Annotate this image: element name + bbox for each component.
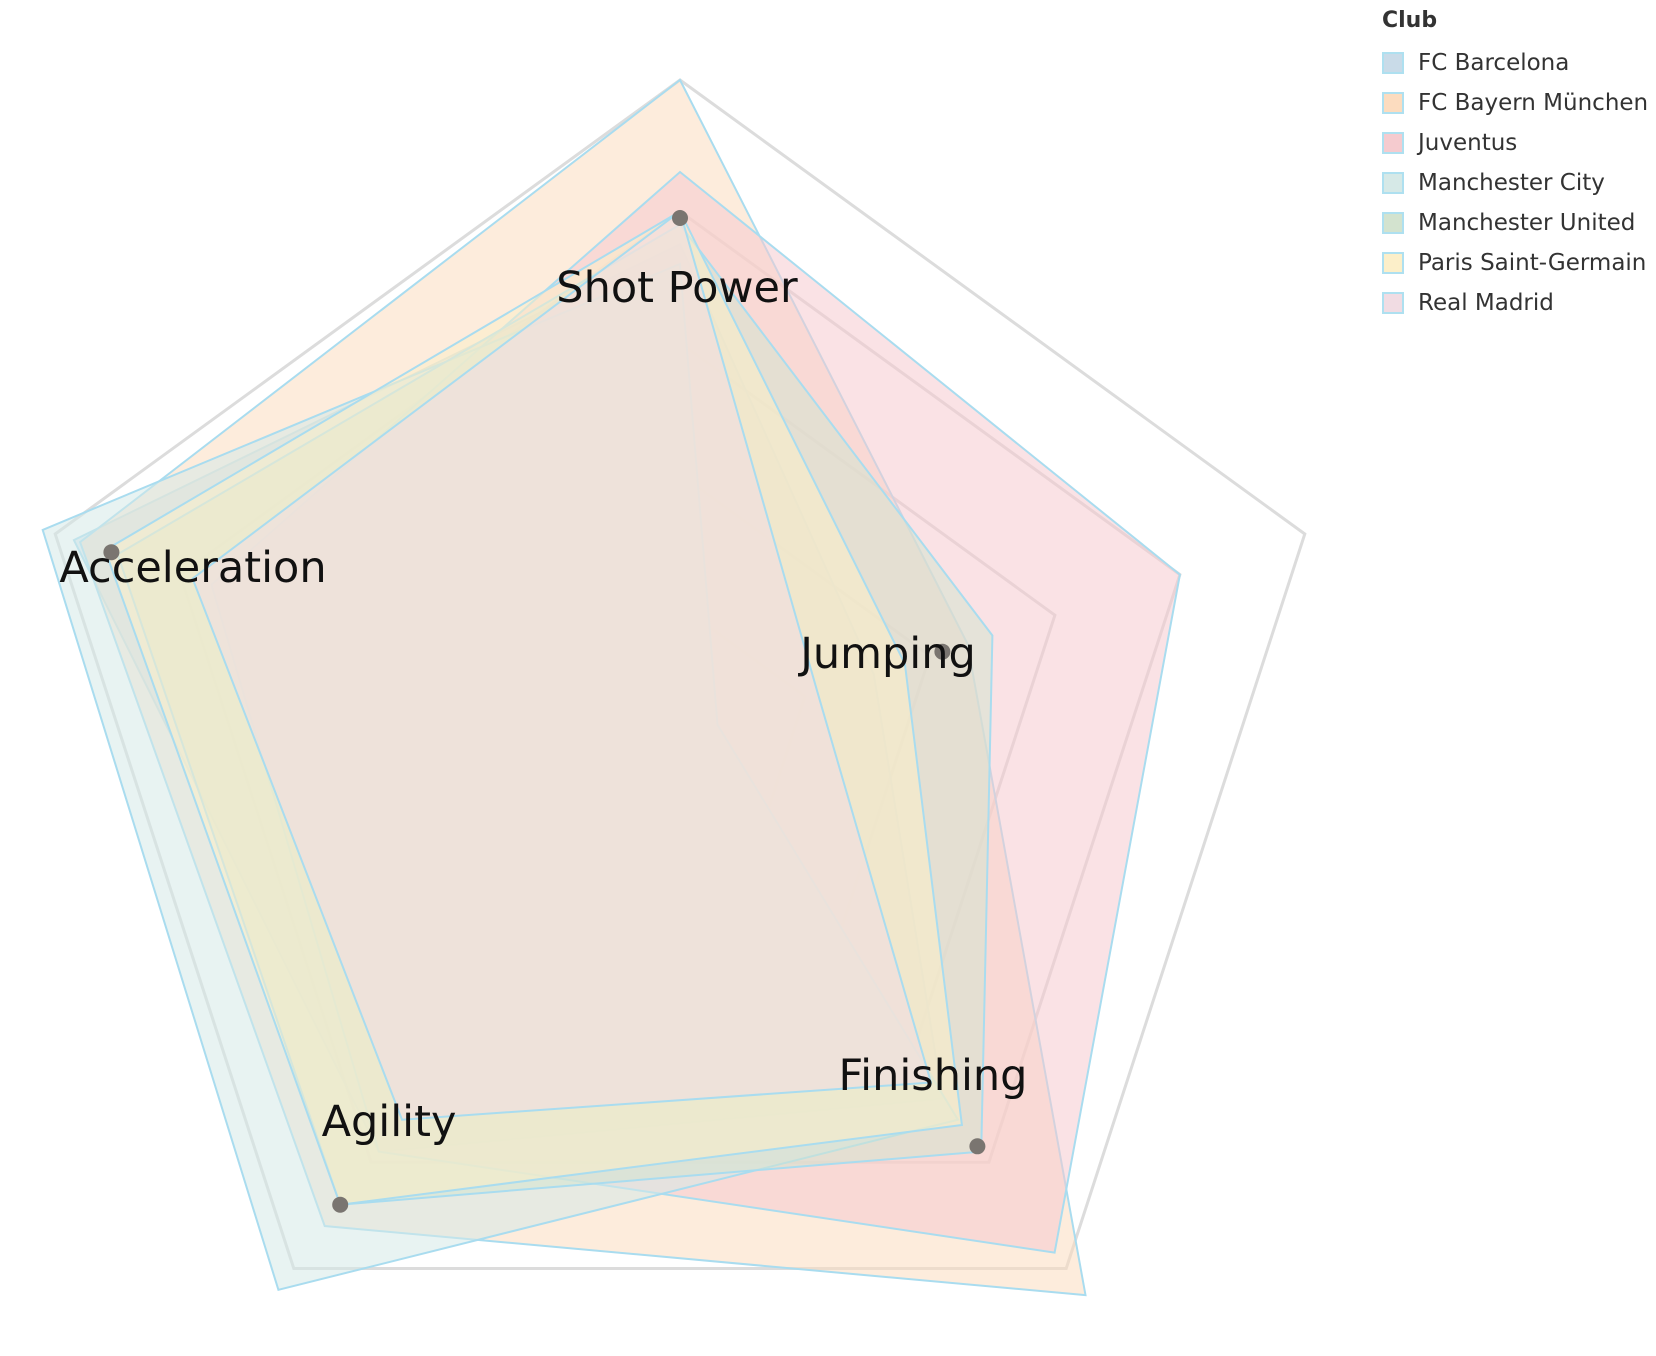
legend-item-paris-saint-germain[interactable]: Paris Saint-Germain (1382, 243, 1648, 283)
legend-swatch (1382, 252, 1404, 274)
legend-label: Juventus (1418, 130, 1518, 156)
legend-item-juventus[interactable]: Juventus (1382, 123, 1648, 163)
legend-swatch (1382, 52, 1404, 74)
axis-label-agility: Agility (322, 1097, 457, 1147)
grid-ring-5 (53, 78, 1307, 1270)
legend-label: Paris Saint-Germain (1418, 250, 1647, 276)
axis-label-finishing: Finishing (839, 1051, 1028, 1101)
axis-label-acceleration: Acceleration (59, 543, 326, 593)
legend-items: FC Barcelona FC Bayern München Juventus Man… (1382, 43, 1648, 323)
legend-swatch (1382, 132, 1404, 154)
legend-label: FC Barcelona (1418, 50, 1570, 76)
legend-label: Manchester City (1418, 170, 1605, 196)
legend-item-manchester-city[interactable]: Manchester City (1382, 163, 1648, 203)
axis-label-shot-power: Shot Power (556, 263, 798, 313)
legend-item-real-madrid[interactable]: Real Madrid (1382, 283, 1648, 323)
marker-acceleration[interactable] (103, 544, 120, 561)
legend-item-manchester-united[interactable]: Manchester United (1382, 203, 1648, 243)
legend-label: Manchester United (1418, 210, 1636, 236)
marker-jumping[interactable] (934, 643, 951, 660)
legend-item-fc-barcelona[interactable]: FC Barcelona (1382, 43, 1648, 83)
legend-title: Club (1382, 8, 1438, 33)
marker-finishing[interactable] (969, 1138, 986, 1155)
axis-labels: Shot Power Jumping Finishing Agility Acc… (59, 263, 1027, 1147)
legend-swatch (1382, 212, 1404, 234)
legend: Club FC Barcelona FC Bayern München Juvent… (1382, 8, 1648, 323)
legend-label: Real Madrid (1418, 290, 1554, 316)
legend-swatch (1382, 172, 1404, 194)
marker-shot-power[interactable] (672, 210, 688, 226)
series-real-madrid[interactable] (191, 209, 933, 1121)
legend-label: FC Bayern München (1418, 90, 1649, 116)
axis-label-jumping: Jumping (797, 629, 976, 679)
legend-swatch (1382, 292, 1404, 314)
series-layer (41, 78, 1181, 1297)
legend-item-fc-bayern-m-nchen[interactable]: FC Bayern München (1382, 83, 1648, 123)
marker-layer (103, 210, 986, 1213)
legend-swatch (1382, 92, 1404, 114)
marker-agility[interactable] (332, 1196, 349, 1213)
